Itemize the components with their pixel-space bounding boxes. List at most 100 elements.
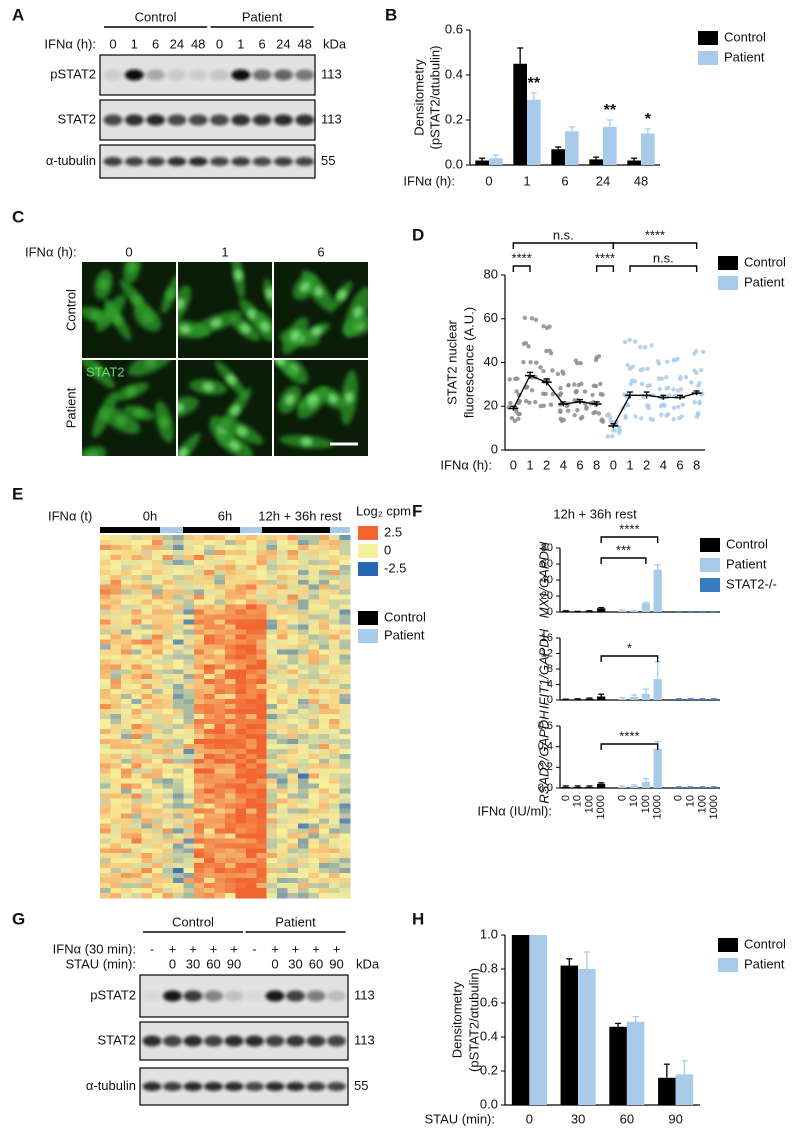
heatmap-cell — [235, 535, 247, 541]
heatmap-cell — [120, 778, 132, 784]
y-tick-label: 0.0 — [445, 156, 463, 171]
heatmap-cell — [225, 853, 236, 859]
cell-nucleus — [98, 278, 109, 291]
heatmap-cell — [287, 619, 299, 625]
heatmap-cell — [329, 564, 340, 571]
heatmap-cell — [329, 828, 340, 834]
heatmap-cell — [162, 579, 174, 586]
heatmap-cell — [131, 639, 142, 645]
heatmap-cell — [141, 609, 153, 615]
heatmap-cell — [225, 738, 236, 745]
heatmap-cell — [162, 569, 174, 576]
heatmap-cell — [183, 773, 195, 779]
heatmap-cell — [245, 554, 257, 561]
heatmap-cell — [308, 619, 320, 625]
heatmap-cell — [277, 843, 288, 849]
heatmap-cell — [339, 584, 351, 590]
data-point — [701, 349, 706, 355]
cell-nucleus — [274, 360, 286, 366]
heatmap-cell — [339, 868, 351, 874]
bar — [641, 603, 650, 612]
heatmap-cell — [131, 893, 142, 899]
heatmap-cell — [297, 579, 309, 586]
heatmap-cell — [235, 564, 247, 571]
x-tick-label: 60 — [620, 1111, 634, 1126]
x-tick-label: 1000 — [708, 795, 720, 819]
heatmap-cell — [318, 888, 330, 894]
heatmap-cell — [131, 763, 142, 770]
bar — [585, 698, 594, 700]
heatmap-cell — [100, 788, 111, 794]
heatmap-cell — [193, 813, 205, 819]
heatmap-cell — [172, 888, 184, 894]
heatmap-cell — [152, 798, 163, 804]
heatmap-cell — [266, 684, 278, 690]
heatmap-cell — [141, 584, 153, 590]
heatmap-cell — [235, 723, 247, 730]
heatmap-cell — [235, 714, 247, 720]
blot-band — [188, 114, 208, 126]
heatmap-cell — [329, 793, 340, 799]
heatmap-cell — [172, 758, 184, 765]
heatmap-cell — [235, 639, 247, 645]
data-point — [529, 316, 535, 321]
heatmap-cell — [329, 714, 340, 720]
heatmap-cell — [339, 728, 351, 735]
heatmap-cell — [204, 728, 215, 735]
heatmap-cell — [308, 594, 320, 600]
y-axis-label: IFIT1/GAPDH — [536, 628, 551, 709]
heatmap-cell — [131, 679, 142, 685]
heatmap-cell — [141, 674, 153, 680]
scale-label: 2.5 — [384, 524, 402, 539]
heatmap-cell — [256, 838, 267, 844]
heatmap-cell — [110, 813, 122, 819]
heatmap-cell — [100, 704, 111, 710]
heatmap-cell — [277, 873, 288, 879]
heatmap-cell — [172, 893, 184, 899]
heatmap-cell — [318, 743, 330, 750]
blot-band — [273, 114, 293, 126]
heatmap-cell — [110, 888, 122, 894]
data-point — [579, 381, 584, 387]
heatmap-cell — [256, 788, 267, 794]
heatmap-cell — [266, 828, 278, 834]
heatmap-cell — [131, 838, 142, 844]
legend-label: Patient — [726, 556, 767, 571]
heatmap-cell — [183, 634, 195, 640]
heatmap-cell — [329, 728, 340, 735]
heatmap-cell — [120, 684, 132, 690]
heatmap-cell — [172, 604, 184, 610]
timepoint-label: 0h — [143, 508, 157, 523]
heatmap-cell — [120, 858, 132, 864]
scale-swatch — [358, 526, 378, 540]
x-tick-label: 48 — [634, 173, 648, 188]
lane-label: + — [169, 941, 177, 956]
heatmap-cell — [245, 838, 257, 844]
heatmap-cell — [214, 838, 226, 844]
heatmap-cell — [110, 763, 122, 770]
cell — [281, 316, 309, 354]
heatmap-cell — [214, 803, 226, 809]
heatmap-cell — [308, 699, 320, 705]
heatmap-cell — [297, 684, 309, 690]
legend-swatch — [700, 538, 720, 552]
data-point — [697, 399, 702, 405]
heatmap-cell — [308, 788, 320, 794]
heatmap-cell — [141, 549, 153, 556]
y-tick-label: 20 — [541, 590, 553, 602]
heatmap-cell — [329, 554, 340, 561]
heatmap-cell — [308, 873, 320, 879]
heatmap-cell — [235, 818, 247, 824]
data-point — [529, 388, 535, 393]
bracket-label: n.s. — [553, 227, 574, 242]
heatmap-cell — [110, 604, 122, 610]
heatmap-cell — [120, 599, 132, 605]
data-point — [658, 403, 664, 409]
heatmap-cell — [339, 753, 351, 760]
heatmap-cell — [162, 654, 174, 660]
lane-label: 30 — [186, 956, 200, 971]
heatmap-cell — [277, 535, 288, 541]
heatmap-cell — [214, 654, 226, 660]
heatmap-cell — [141, 669, 153, 675]
heatmap-cell — [287, 723, 299, 730]
